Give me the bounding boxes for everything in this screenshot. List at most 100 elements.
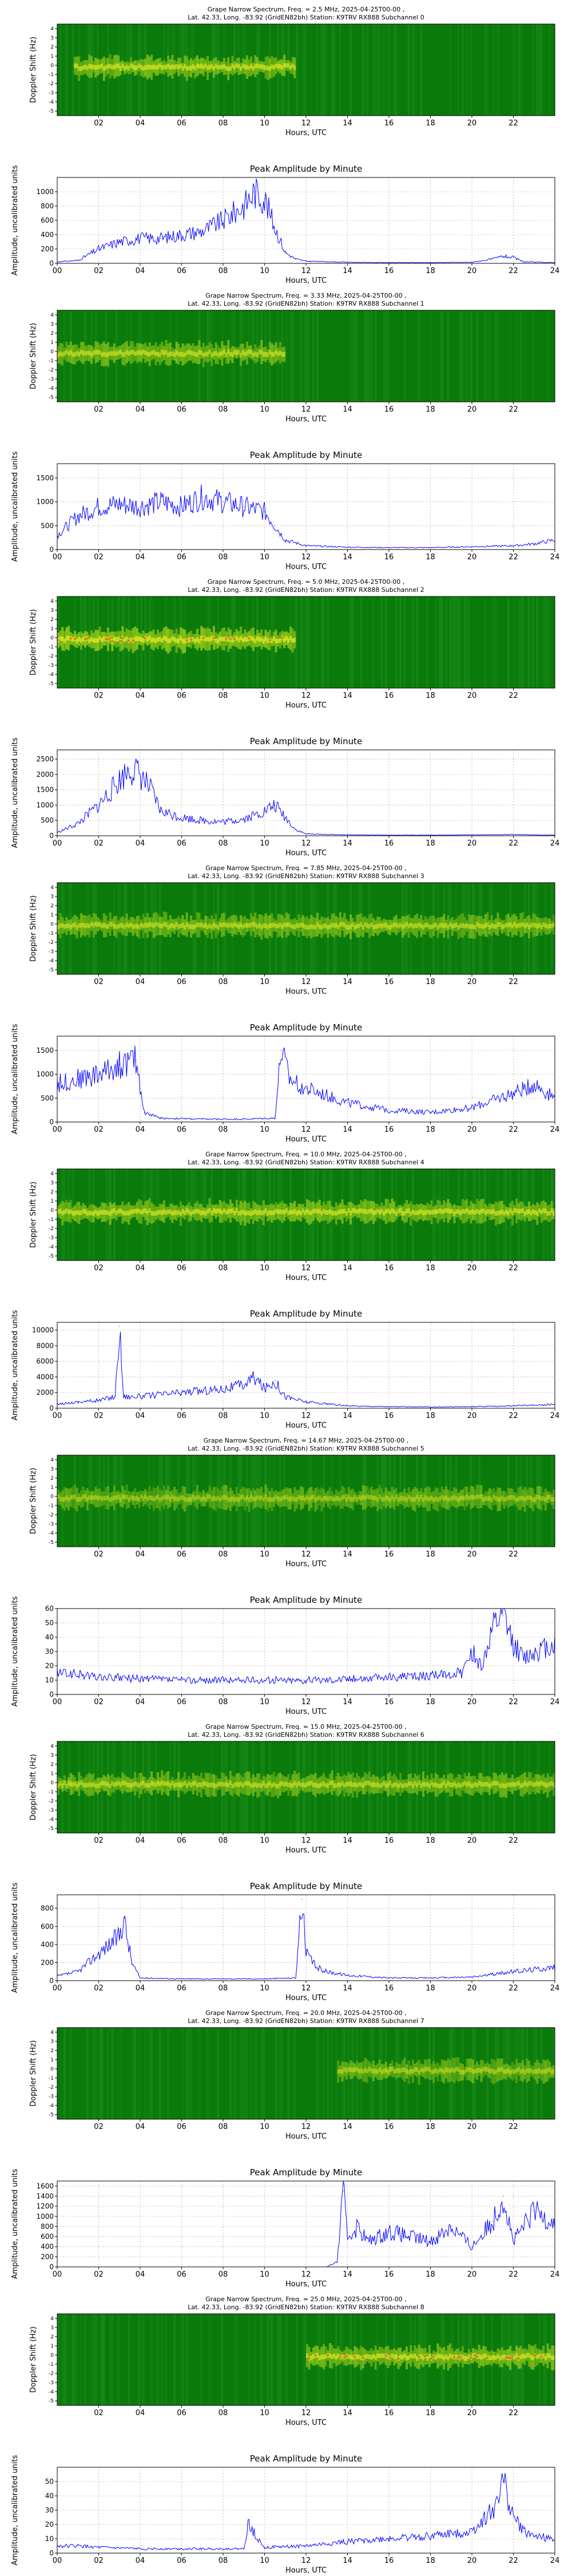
spectrogram-stripe [341,1741,344,1833]
signal-band [229,1487,232,1511]
signal-core [335,1783,337,1788]
signal-core [511,1782,514,1787]
spectrogram-xtick-label: 10 [260,405,269,414]
amplitude-xtick-label: 02 [94,2557,104,2565]
signal-band [327,916,329,938]
spectrogram-stripe [486,2028,489,2119]
amplitude-point [430,1406,431,1408]
signal-core [324,1210,327,1215]
signal-core [275,923,277,929]
signal-core [472,1495,475,1500]
signal-core [219,636,221,641]
signal-band [496,2058,499,2081]
amplitude-xlabel: Hours, UTC [285,563,327,571]
signal-core [233,1497,236,1502]
signal-band [542,918,545,932]
signal-band [416,2062,419,2077]
signal-core [212,1783,215,1788]
spectrogram-stripe [306,310,309,402]
signal-band [283,1488,286,1507]
signal-band [426,1486,429,1511]
amplitude-xtick-label: 10 [260,839,269,848]
spectrogram-stripe [223,1169,226,1261]
signal-band [92,912,95,938]
signal-band [536,1486,539,1508]
signal-core [188,1210,190,1215]
signal-band [225,1485,228,1511]
signal-core [212,66,215,71]
signal-core [275,1783,277,1788]
spectrogram-xtick-label: 06 [177,1550,186,1559]
spectrogram-stripe [527,596,530,688]
signal-band [480,916,483,937]
spectrogram-stripe [470,310,472,402]
signal-core [217,1208,220,1213]
signal-core [440,2068,443,2073]
signal-core [237,924,240,929]
signal-core [204,351,207,357]
spectrogram-stripe [185,2028,188,2119]
spectrogram-stripe [88,24,91,116]
signal-band [235,915,238,935]
amplitude-chart-2: Peak Amplitude by Minute0500100015002000… [11,736,559,858]
signal-core [233,1211,236,1216]
amplitude-xlabel: Hours, UTC [285,2280,327,2289]
signal-core [500,1209,503,1214]
signal-band [177,1772,180,1797]
signal-band [117,1490,120,1503]
signal-band [372,918,375,937]
signal-core [244,923,247,928]
signal-band [69,1488,72,1507]
signal-core [154,638,157,643]
amplitude-ytick-label: 1000 [36,498,54,506]
spectrogram-stripe [470,1455,472,1547]
signal-core [181,923,184,928]
signal-core [426,1782,429,1787]
signal-core [301,923,304,928]
signal-core [470,1783,472,1788]
signal-band [173,919,176,934]
signal-core [223,1495,226,1500]
signal-core [221,637,224,642]
signal-core [98,350,101,355]
signal-core [378,2067,381,2072]
spectrogram-stripe [233,2028,236,2119]
signal-core [374,1783,377,1788]
signal-core [271,352,273,357]
amplitude-xtick-label: 04 [136,1125,145,1134]
amplitude-xtick-label: 22 [509,267,518,275]
signal-band [328,919,331,934]
signal-band [65,1488,68,1508]
amplitude-xtick-label: 16 [384,1125,394,1134]
signal-band [179,1780,182,1791]
signal-band [466,1776,468,1793]
signal-core [273,1781,276,1787]
signal-band [482,2060,485,2078]
amplitude-ytick-label: 400 [41,231,54,239]
amplitude-ytick-label: 800 [41,202,54,210]
signal-core [366,2069,369,2074]
signal-core [258,1783,261,1788]
spectrogram-xtick-label: 02 [94,2409,104,2417]
signal-core [92,350,95,355]
signal-core [254,351,257,357]
signal-core [273,922,276,927]
signal-core [384,923,387,928]
signal-core [198,1210,201,1215]
spectrogram-stripe [223,24,226,116]
signal-core [463,923,466,929]
spectrogram-stripe [231,883,234,974]
signal-core [146,1496,149,1502]
signal-core [372,2068,375,2073]
signal-core [455,2067,458,2072]
spectrogram-stripe [380,1741,383,1833]
signal-core [94,1783,97,1788]
amplitude-frame [57,2180,555,2267]
signal-band [217,1778,220,1791]
spectrogram-stripe [532,24,535,116]
spectrogram-stripe [84,1741,87,1833]
amplitude-xtick-label: 10 [260,553,269,562]
spectrogram-stripe [349,596,352,688]
spectrogram-stripe [509,1169,512,1261]
